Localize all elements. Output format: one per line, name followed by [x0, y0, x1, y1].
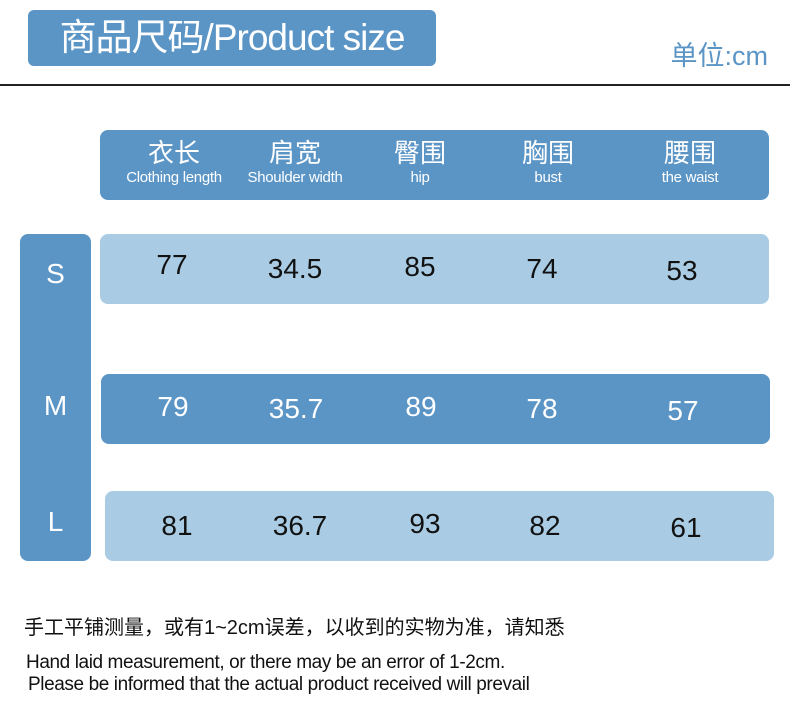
page-title: 商品尺码/Product size [28, 10, 436, 66]
column-header-shoulder-width: 肩宽 Shoulder width [235, 130, 355, 200]
column-header-en: Clothing length [126, 169, 222, 186]
measurement-note-en-line2: Please be informed that the actual produ… [28, 674, 530, 695]
value-bust: 78 [526, 393, 558, 424]
column-header-bust: 胸围 bust [498, 130, 598, 200]
value-bust: 74 [526, 253, 558, 284]
value-clothing-length: 81 [161, 510, 193, 541]
column-header-zh: 肩宽 [268, 138, 321, 168]
size-column: S M L [20, 234, 91, 561]
size-label-m: M [43, 390, 68, 421]
table-row-s: 77 34.5 85 74 53 [100, 234, 769, 304]
value-hip: 89 [405, 391, 437, 422]
value-bust: 82 [529, 510, 561, 541]
column-header-hip: 臀围 hip [370, 130, 470, 200]
column-header-en: hip [410, 169, 430, 186]
value-shoulder-width: 36.7 [272, 510, 328, 541]
table-header: 衣长 Clothing length 肩宽 Shoulder width 臀围 … [100, 130, 769, 200]
value-clothing-length: 77 [156, 249, 188, 280]
divider-line [0, 84, 790, 86]
measurement-note-en-line1: Hand laid measurement, or there may be a… [26, 652, 505, 673]
size-label-l: L [47, 506, 64, 537]
column-header-en: the waist [661, 169, 719, 186]
value-clothing-length: 79 [157, 391, 189, 422]
unit-label: 单位:cm [670, 41, 769, 71]
value-waist: 53 [666, 255, 698, 286]
value-hip: 85 [404, 251, 436, 282]
size-label-s: S [46, 258, 65, 289]
column-header-zh: 衣长 [147, 138, 200, 168]
value-waist: 61 [670, 512, 702, 543]
value-hip: 93 [409, 508, 441, 539]
column-header-zh: 臀围 [393, 138, 446, 168]
value-waist: 57 [667, 395, 699, 426]
column-header-zh: 腰围 [663, 138, 716, 168]
table-row-m: 79 35.7 89 78 57 [101, 374, 770, 444]
column-header-en: bust [534, 169, 562, 186]
column-header-waist: 腰围 the waist [638, 130, 742, 200]
column-header-en: Shoulder width [247, 169, 343, 186]
column-header-zh: 胸围 [521, 138, 574, 168]
value-shoulder-width: 35.7 [268, 393, 324, 424]
column-header-clothing-length: 衣长 Clothing length [108, 130, 240, 200]
value-shoulder-width: 34.5 [267, 253, 323, 284]
table-row-l: 81 36.7 93 82 61 [105, 491, 774, 561]
measurement-note-zh: 手工平铺测量，或有1~2cm误差，以收到的实物为准，请知悉 [24, 617, 565, 639]
